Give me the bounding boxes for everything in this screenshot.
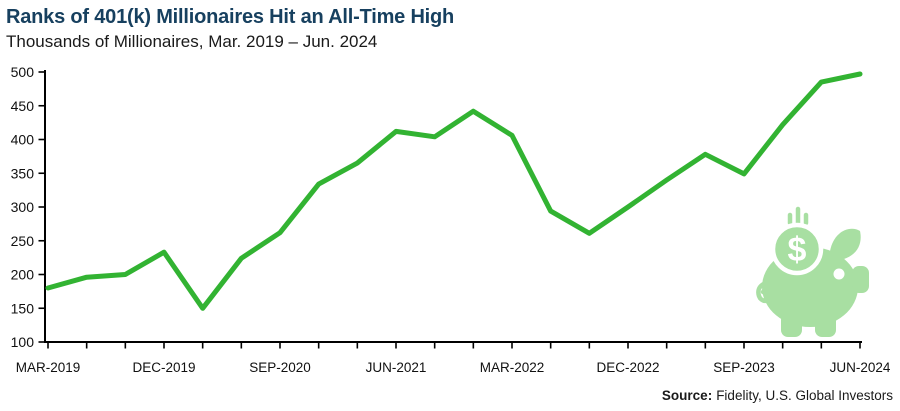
pig-leg-left [781,313,802,337]
pig-snout [852,266,869,293]
source-label: Source: [661,388,713,403]
y-tick-label: 150 [11,300,35,316]
x-axis-ticks [47,342,861,349]
x-tick-label: DEC-2022 [596,360,659,375]
y-tick-label: 450 [11,98,35,114]
x-tick-label: MAR-2022 [480,360,545,375]
pig-leg-right [815,313,836,337]
y-axis-labels: 100 150 200 250 300 350 400 450 500 [11,64,35,350]
coin-spray-lines [787,206,809,226]
y-tick-label: 200 [11,267,35,283]
y-tick-label: 300 [11,199,35,215]
source-text: Fidelity, U.S. Global Investors [716,388,893,403]
y-tick-label: 350 [11,165,35,181]
chart-subtitle: Thousands of Millionaires, Mar. 2019 – J… [6,32,378,51]
dollar-sign-icon: $ [788,231,807,269]
y-tick-label: 400 [11,132,35,148]
x-tick-label: MAR-2019 [16,360,81,375]
pig-eye [833,268,845,280]
x-tick-label: JUN-2021 [366,360,427,375]
y-axis-ticks [38,71,45,343]
chart-title: Ranks of 401(k) Millionaires Hit an All-… [6,6,455,28]
y-tick-label: 250 [11,233,35,249]
data-line [45,71,863,311]
y-tick-label: 100 [11,334,35,350]
x-axis-labels: MAR-2019 DEC-2019 SEP-2020 JUN-2021 MAR-2022… [16,360,891,375]
piggy-bank-icon: $ [756,206,869,337]
source-line: Source: Fidelity, U.S. Global Investors [662,388,893,403]
coin-circle [770,222,824,276]
pig-ear [830,228,861,259]
x-tick-label: SEP-2020 [249,360,311,375]
x-tick-label: DEC-2019 [132,360,195,375]
x-tick-label: JUN-2024 [830,360,891,375]
y-tick-label: 500 [11,64,35,80]
x-tick-label: SEP-2023 [713,360,775,375]
